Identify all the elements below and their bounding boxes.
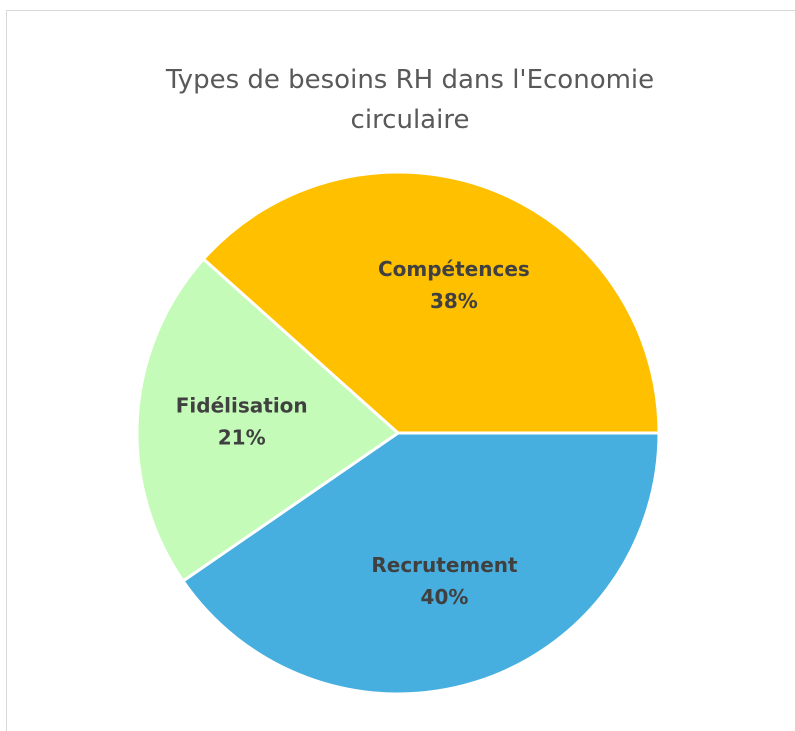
card-border — [6, 10, 795, 731]
slice-label: Fidélisation — [176, 394, 308, 418]
slice-value: 38% — [430, 289, 478, 313]
slice-label: Compétences — [378, 257, 530, 281]
pie-slice — [201, 170, 661, 435]
pie-slice — [135, 256, 401, 584]
slice-value: 21% — [218, 426, 266, 450]
chart-title: Types de besoins RH dans l'Economie circ… — [165, 65, 655, 135]
slice-label: Recrutement — [371, 553, 518, 577]
slice-value: 40% — [421, 585, 469, 609]
pie-slice — [180, 431, 661, 696]
